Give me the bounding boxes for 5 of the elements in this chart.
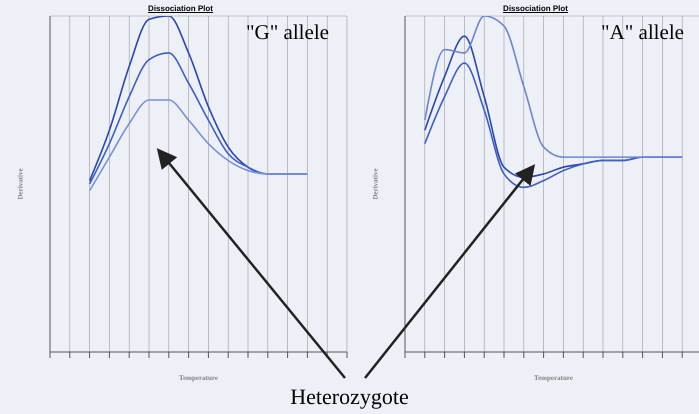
chart-title: Dissociation Plot — [147, 4, 214, 13]
annotation: "A" allele — [600, 20, 684, 45]
annotation: "G" allele — [246, 20, 329, 45]
chart-title: Dissociation Plot — [502, 4, 569, 13]
text: Heterozygote — [289, 384, 410, 410]
